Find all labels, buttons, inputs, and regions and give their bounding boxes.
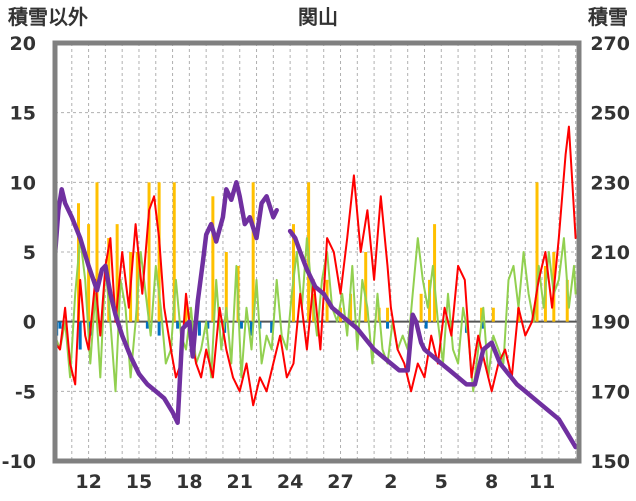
left-tick-label: 5 [23,242,36,264]
precip-bar [115,224,119,322]
line-layer [52,125,578,450]
x-tick-label: 15 [126,471,152,493]
x-tick-label: 18 [176,471,202,493]
right-tick-label: 170 [590,381,630,403]
precip-bar [386,307,390,322]
x-tick-label: 24 [277,471,303,493]
left-tick-label: 15 [10,103,36,125]
right-tick-label: 250 [590,103,630,125]
precip-bar [224,252,228,322]
left-tick-label: 0 [23,312,36,334]
wind-bar [176,321,180,329]
tick-layer: 20 15 10 5 0 -5 -10 270 250 230 210 190 170 150 12 15 18… [2,33,630,493]
temp_max-line [54,125,577,407]
precip-bar [419,293,423,322]
precip-bar [184,300,188,322]
right-tick-label: 230 [590,172,630,194]
wind-bar [386,321,390,329]
wind-bar [239,321,243,329]
precip-bar [535,182,539,322]
chart-title: 関山 [298,5,338,29]
precip-bar [95,182,99,322]
wind-bar [78,321,82,350]
wind-bar [206,321,210,329]
temp_min-line [54,237,577,393]
precip-bar [147,182,151,322]
x-tick-label: 27 [327,471,353,493]
precip-bar [251,182,255,322]
precip-bar [211,196,215,322]
precip-bar [491,307,495,322]
snow_depth-line [52,180,279,425]
right-tick-label: 210 [590,242,630,264]
x-tick-label: 8 [485,471,498,493]
wind-bar [481,321,485,329]
x-tick-label: 11 [529,471,555,493]
wind-bar [58,321,62,329]
right-axis-label: 積雪 [588,5,628,29]
x-tick-label: 5 [435,471,448,493]
x-tick-label: 2 [384,471,397,493]
wind-bar [424,321,428,329]
left-tick-label: -5 [15,381,36,403]
precip-bar [565,279,569,322]
wind-bar [270,321,274,333]
precip-bar [172,182,176,322]
left-tick-label: 20 [10,33,36,55]
precip-bar [349,293,353,322]
snow_depth-line [287,228,578,450]
left-tick-label: -10 [2,451,36,473]
precip-bar [87,224,91,322]
precip-bar [433,224,437,322]
plot-frame [52,40,582,464]
wind-bar [157,321,161,336]
wind-bar [197,321,201,336]
right-tick-label: 270 [590,33,630,55]
x-tick-label: 21 [227,471,253,493]
x-tick-label: 12 [75,471,101,493]
right-tick-label: 190 [590,312,630,334]
left-axis-label: 積雪以外 [8,5,88,29]
wind-bar [145,321,149,329]
precip-bar [364,252,368,322]
wind-bar [250,321,253,336]
left-tick-label: 10 [10,172,36,194]
right-tick-label: 150 [590,451,630,473]
